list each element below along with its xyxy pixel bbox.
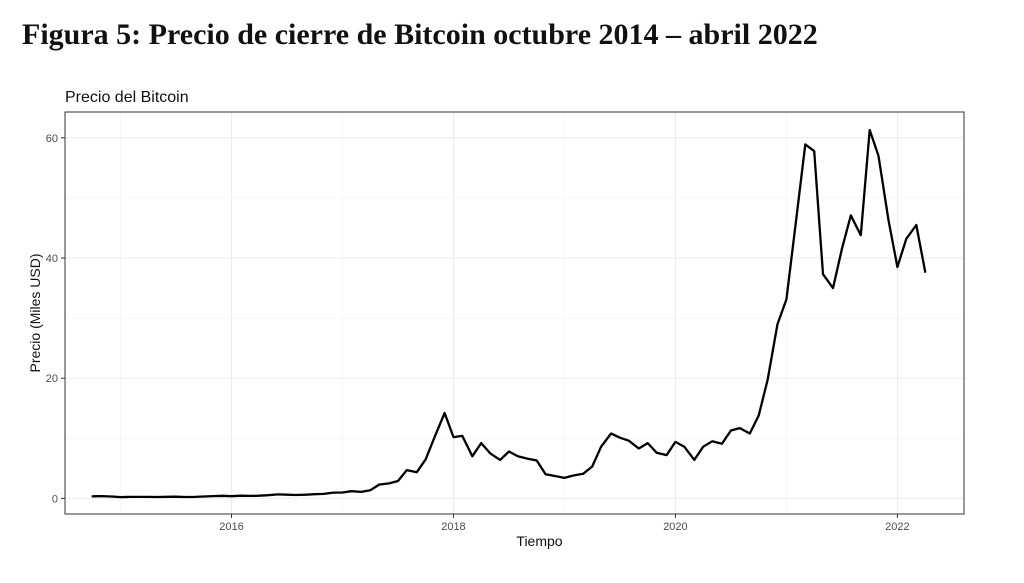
y-tick-label: 60 <box>46 133 58 145</box>
x-axis: 2016 2018 2020 2022 <box>219 514 910 533</box>
x-axis-title: Tiempo <box>516 533 562 549</box>
x-tick-label: 2018 <box>441 521 465 533</box>
y-tick-label: 40 <box>46 253 58 265</box>
plot-border <box>64 111 965 515</box>
grid-major <box>65 112 964 514</box>
figure-title: Figura 5: Precio de cierre de Bitcoin oc… <box>22 18 818 51</box>
y-tick-label: 0 <box>52 493 58 505</box>
y-axis: 0 20 40 60 <box>46 133 65 505</box>
plot-panel <box>65 112 964 514</box>
series-layer <box>91 128 927 499</box>
y-axis-title: Precio (Miles USD) <box>27 253 43 372</box>
x-tick-label: 2016 <box>219 521 243 533</box>
grid-minor <box>65 112 964 514</box>
plot-title: Precio del Bitcoin <box>65 89 189 106</box>
x-tick-label: 2022 <box>885 521 909 533</box>
y-tick-label: 20 <box>46 373 58 385</box>
x-tick-label: 2020 <box>663 521 687 533</box>
series-line <box>91 128 927 499</box>
